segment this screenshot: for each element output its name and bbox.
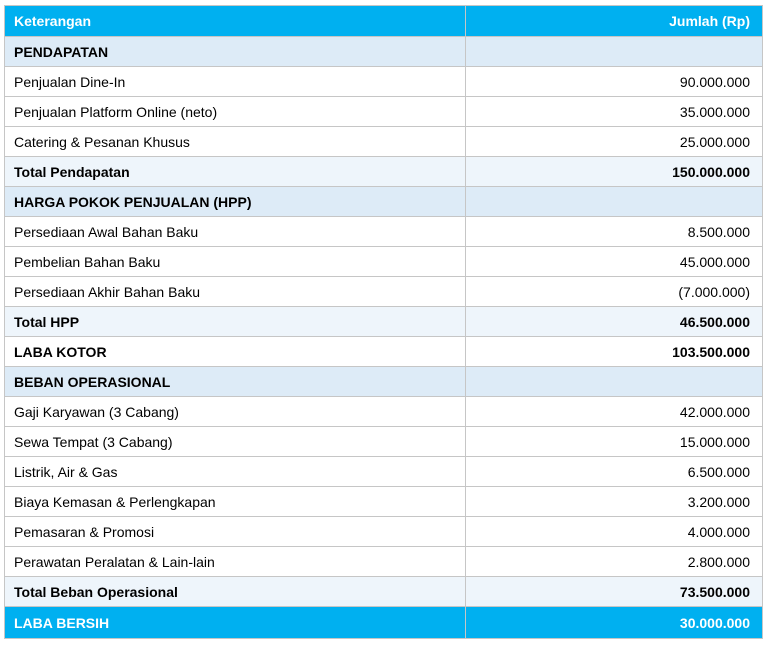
table-row: Persediaan Akhir Bahan Baku (7.000.000)	[4, 276, 763, 307]
row-label: Biaya Kemasan & Perlengkapan	[4, 486, 466, 517]
total-row-beban: Total Beban Operasional 73.500.000	[4, 576, 763, 607]
total-row-hpp: Total HPP 46.500.000	[4, 306, 763, 337]
row-amount: 6.500.000	[465, 456, 763, 487]
header-amount: Jumlah (Rp)	[465, 5, 763, 37]
income-statement-table: Keterangan Jumlah (Rp) PENDAPATAN Penjua…	[4, 5, 763, 639]
total-label: Total HPP	[4, 306, 466, 337]
row-label: Catering & Pesanan Khusus	[4, 126, 466, 157]
gross-profit-amount: 103.500.000	[465, 336, 763, 367]
table-row: Biaya Kemasan & Perlengkapan 3.200.000	[4, 486, 763, 517]
total-label: Total Pendapatan	[4, 156, 466, 187]
section-empty-cell	[465, 36, 763, 67]
section-empty-cell	[465, 186, 763, 217]
net-profit-label: LABA BERSIH	[4, 606, 466, 639]
row-label: Persediaan Akhir Bahan Baku	[4, 276, 466, 307]
row-amount: (7.000.000)	[465, 276, 763, 307]
total-amount: 46.500.000	[465, 306, 763, 337]
row-label: Sewa Tempat (3 Cabang)	[4, 426, 466, 457]
row-amount: 3.200.000	[465, 486, 763, 517]
total-amount: 73.500.000	[465, 576, 763, 607]
row-amount: 45.000.000	[465, 246, 763, 277]
table-row: Pemasaran & Promosi 4.000.000	[4, 516, 763, 547]
row-amount: 90.000.000	[465, 66, 763, 97]
table-row: Penjualan Dine-In 90.000.000	[4, 66, 763, 97]
net-profit-amount: 30.000.000	[465, 606, 763, 639]
section-row-hpp: HARGA POKOK PENJUALAN (HPP)	[4, 186, 763, 217]
row-label: Pembelian Bahan Baku	[4, 246, 466, 277]
table-header-row: Keterangan Jumlah (Rp)	[4, 5, 763, 37]
row-amount: 15.000.000	[465, 426, 763, 457]
table-row: Penjualan Platform Online (neto) 35.000.…	[4, 96, 763, 127]
row-label: Listrik, Air & Gas	[4, 456, 466, 487]
row-label: Gaji Karyawan (3 Cabang)	[4, 396, 466, 427]
table-row: Persediaan Awal Bahan Baku 8.500.000	[4, 216, 763, 247]
row-label: Pemasaran & Promosi	[4, 516, 466, 547]
table-row: Perawatan Peralatan & Lain-lain 2.800.00…	[4, 546, 763, 577]
row-amount: 42.000.000	[465, 396, 763, 427]
net-profit-row: LABA BERSIH 30.000.000	[4, 606, 763, 639]
section-title-hpp: HARGA POKOK PENJUALAN (HPP)	[4, 186, 466, 217]
section-row-beban: BEBAN OPERASIONAL	[4, 366, 763, 397]
gross-profit-label: LABA KOTOR	[4, 336, 466, 367]
row-label: Persediaan Awal Bahan Baku	[4, 216, 466, 247]
row-amount: 8.500.000	[465, 216, 763, 247]
row-amount: 4.000.000	[465, 516, 763, 547]
row-amount: 25.000.000	[465, 126, 763, 157]
row-label: Penjualan Dine-In	[4, 66, 466, 97]
table-row: Sewa Tempat (3 Cabang) 15.000.000	[4, 426, 763, 457]
table-row: Gaji Karyawan (3 Cabang) 42.000.000	[4, 396, 763, 427]
total-label: Total Beban Operasional	[4, 576, 466, 607]
row-amount: 2.800.000	[465, 546, 763, 577]
section-title-pendapatan: PENDAPATAN	[4, 36, 466, 67]
total-amount: 150.000.000	[465, 156, 763, 187]
header-label: Keterangan	[4, 5, 466, 37]
table-row: Catering & Pesanan Khusus 25.000.000	[4, 126, 763, 157]
section-empty-cell	[465, 366, 763, 397]
row-amount: 35.000.000	[465, 96, 763, 127]
row-label: Penjualan Platform Online (neto)	[4, 96, 466, 127]
table-row: Pembelian Bahan Baku 45.000.000	[4, 246, 763, 277]
row-label: Perawatan Peralatan & Lain-lain	[4, 546, 466, 577]
section-title-beban: BEBAN OPERASIONAL	[4, 366, 466, 397]
section-row-pendapatan: PENDAPATAN	[4, 36, 763, 67]
gross-profit-row: LABA KOTOR 103.500.000	[4, 336, 763, 367]
table-row: Listrik, Air & Gas 6.500.000	[4, 456, 763, 487]
total-row-pendapatan: Total Pendapatan 150.000.000	[4, 156, 763, 187]
